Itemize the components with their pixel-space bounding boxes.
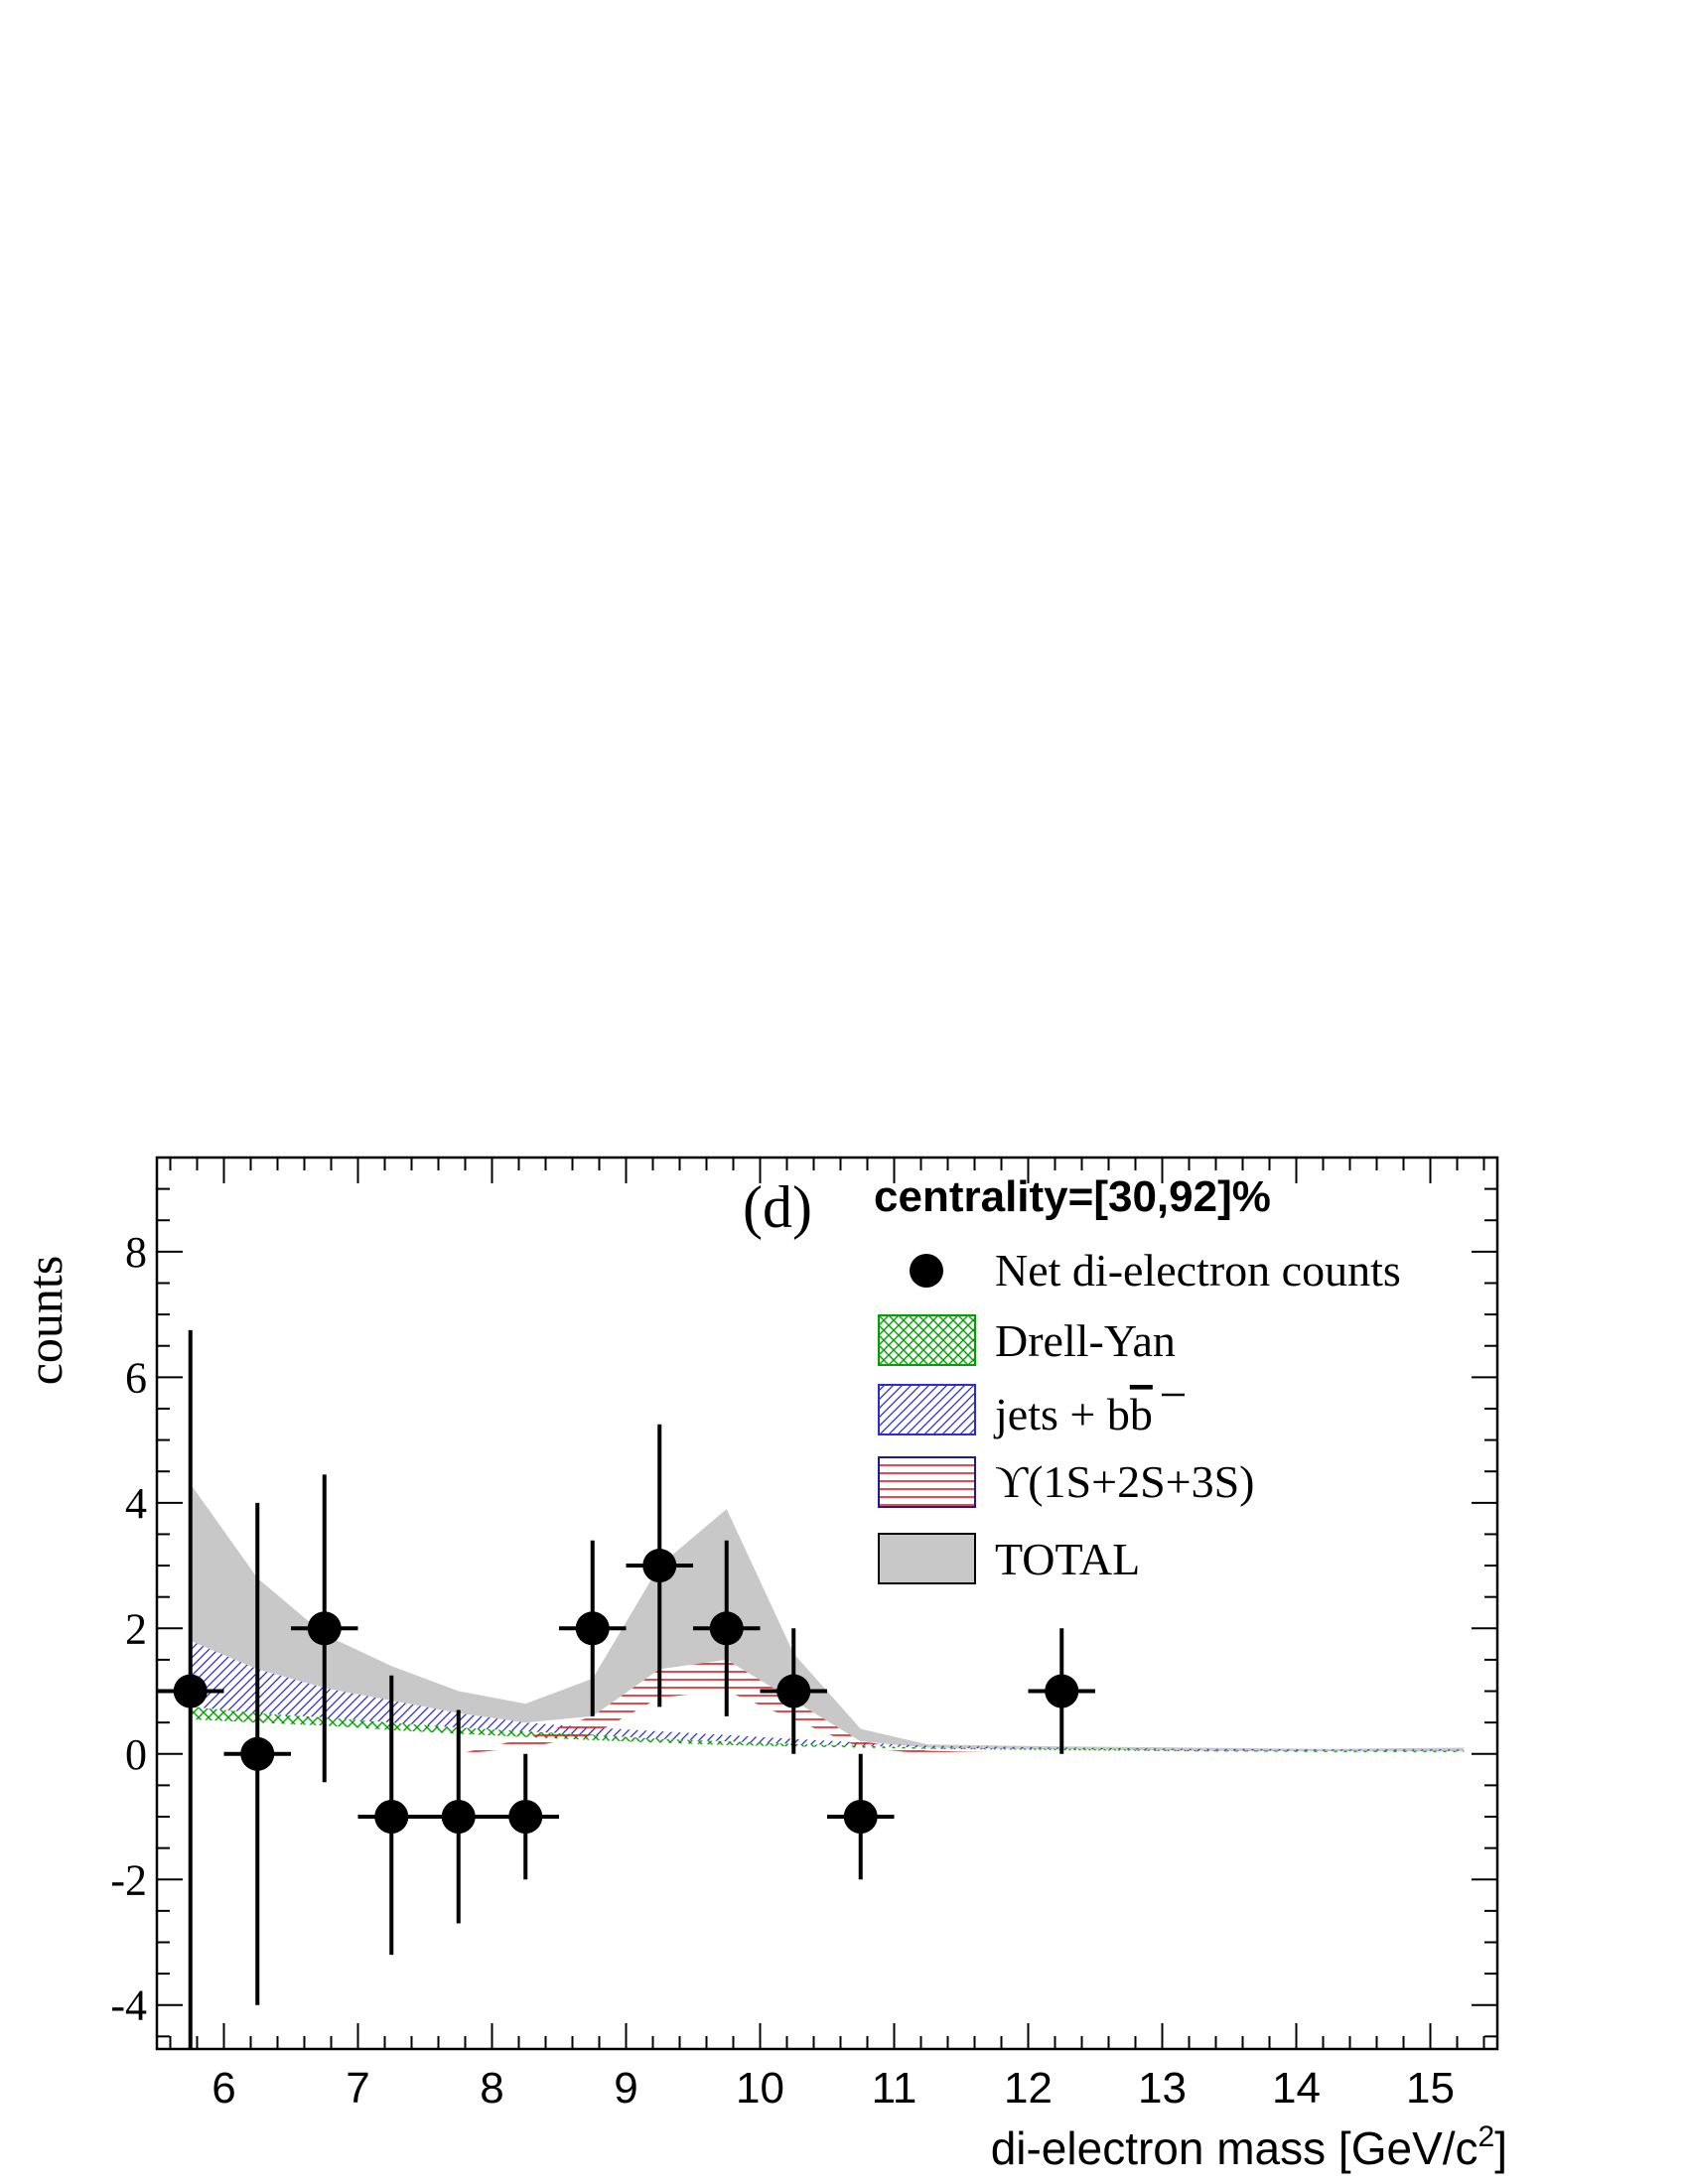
legend-swatch-total [878,1533,976,1584]
data-point-9 [693,1540,761,1716]
legend-marker-points [910,1254,943,1288]
band-total [190,1483,1465,1752]
data-point-6 [492,1753,559,1880]
data-point-4 [357,1675,425,1956]
data-point-5 [425,1709,492,1924]
data-point-11 [827,1753,895,1880]
x-tick-label: 12 [1004,2064,1053,2113]
data-point-marker [843,1800,878,1835]
y-tick-label: -2 [110,1855,147,1904]
data-point-marker [441,1800,476,1835]
x-axis-label-end: ] [1494,2122,1507,2174]
data-point-marker [307,1611,342,1646]
data-point-marker [1045,1674,1079,1708]
legend-item-drell-yan: Drell-Yan [878,1314,1176,1366]
x-axis-label-main: di-electron mass [GeV/c [991,2122,1478,2174]
data-point-12 [1028,1628,1095,1754]
legend-item-points: Net di-electron counts [910,1245,1401,1296]
legend-label-jets-prefix: jets + b [993,1389,1130,1439]
data-point-2 [223,1502,291,2005]
x-axis-label-sup: 2 [1478,2120,1495,2153]
x-tick-label: 10 [736,2064,784,2113]
x-tick-label: 8 [480,2064,503,2113]
y-tick-label: 6 [125,1353,147,1402]
legend-label-jets-bbar: b [1130,1389,1153,1439]
x-tick-label: 9 [614,2064,637,2113]
x-tick-label: 13 [1138,2064,1187,2113]
legend: Net di-electron counts Drell-Yan jets + … [878,1245,1401,1584]
data-point-marker [508,1800,543,1835]
y-tick-label: 0 [125,1730,147,1779]
x-tick-label: 11 [872,2064,917,2113]
data-point-marker [642,1549,677,1583]
data-point-7 [559,1540,627,1716]
y-tick-label: -4 [110,1981,147,2030]
y-tick-label: 2 [125,1604,147,1653]
legend-label-jets: jets + bb [993,1389,1153,1439]
x-axis-label: di-electron mass [GeV/c2] [991,2120,1507,2174]
data-points-layer [157,1329,1095,2049]
data-point-marker [776,1674,811,1708]
bands-layer [190,1483,1465,1754]
data-point-marker [575,1611,610,1646]
legend-label-points: Net di-electron counts [995,1245,1401,1296]
data-point-marker [709,1611,744,1646]
panel-label: (d) [743,1174,812,1240]
legend-swatch-upsilon [878,1456,976,1508]
legend-item-jets: jets + bb [878,1384,1185,1439]
y-tick-label: 4 [125,1479,147,1528]
x-tick-label: 7 [346,2064,369,2113]
band-drell-yan [190,1706,1465,1752]
legend-label-upsilon: ϒ(1S+2S+3S) [995,1456,1255,1507]
band-jets-bb [190,1640,1465,1751]
axis-ticks: 6 7 8 9 10 11 12 13 14 15 -4 -2 0 2 4 6 8 [110,1158,1497,2113]
legend-item-upsilon: ϒ(1S+2S+3S) [878,1456,1255,1508]
x-tick-label: 14 [1272,2064,1321,2113]
x-tick-label: 6 [211,2064,235,2113]
legend-label-drell-yan: Drell-Yan [995,1315,1176,1366]
legend-swatch-drell-yan [878,1314,976,1366]
y-axis-label: counts [17,1256,72,1386]
legend-item-total: TOTAL [878,1533,1140,1584]
data-point-marker [173,1674,208,1708]
data-point-8 [626,1424,693,1707]
data-point-3 [291,1474,358,1783]
plot-frame [155,1156,1499,2051]
y-tick-label: 8 [125,1228,147,1277]
data-point-marker [374,1800,409,1835]
x-tick-label: 15 [1406,2064,1455,2113]
data-point-marker [240,1736,275,1771]
data-point-10 [760,1628,827,1754]
legend-label-total: TOTAL [995,1534,1140,1584]
chart-title: centrality=[30,92]% [874,1172,1271,1221]
legend-swatch-jets [878,1384,976,1435]
data-point-1 [157,1329,224,2049]
